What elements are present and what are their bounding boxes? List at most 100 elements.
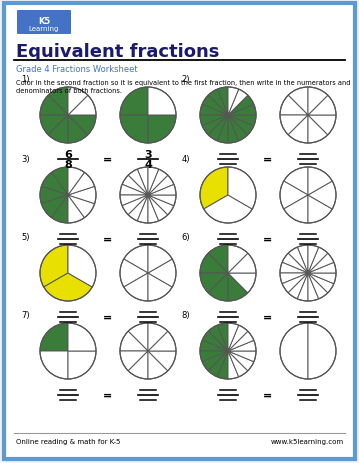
Text: 6): 6) (181, 232, 190, 242)
Text: K5: K5 (38, 17, 50, 25)
Wedge shape (228, 351, 248, 377)
Wedge shape (68, 168, 84, 195)
Text: Online reading & math for K-5: Online reading & math for K-5 (16, 438, 120, 444)
Wedge shape (200, 351, 228, 362)
Wedge shape (148, 116, 176, 144)
Wedge shape (148, 245, 172, 274)
Wedge shape (128, 170, 148, 195)
Wedge shape (44, 274, 92, 301)
Wedge shape (120, 116, 148, 144)
Wedge shape (308, 274, 319, 301)
Wedge shape (308, 248, 328, 274)
Wedge shape (308, 254, 334, 274)
Wedge shape (148, 195, 174, 215)
Wedge shape (202, 96, 228, 116)
Wedge shape (68, 88, 88, 116)
Text: 1): 1) (22, 75, 30, 84)
Wedge shape (308, 195, 332, 224)
Wedge shape (228, 90, 248, 116)
Text: 2): 2) (182, 75, 190, 84)
Wedge shape (48, 88, 68, 116)
Wedge shape (122, 176, 148, 195)
Wedge shape (228, 325, 248, 351)
Wedge shape (68, 116, 96, 136)
Wedge shape (308, 263, 336, 274)
Wedge shape (148, 195, 176, 206)
Text: =: = (264, 155, 272, 165)
Wedge shape (40, 96, 68, 116)
Text: =: = (103, 313, 113, 322)
Wedge shape (308, 116, 336, 136)
Wedge shape (202, 351, 228, 371)
Text: Color in the second fraction so it is equivalent to the first fraction, then wri: Color in the second fraction so it is eq… (16, 80, 350, 94)
Wedge shape (208, 325, 228, 351)
Wedge shape (200, 105, 228, 116)
Wedge shape (280, 263, 308, 274)
Wedge shape (308, 245, 319, 274)
Wedge shape (202, 332, 228, 351)
Wedge shape (228, 88, 239, 116)
Wedge shape (120, 195, 148, 206)
Wedge shape (308, 323, 336, 379)
Wedge shape (68, 195, 95, 218)
Wedge shape (280, 274, 308, 284)
Wedge shape (120, 351, 148, 371)
Text: 5): 5) (22, 232, 30, 242)
Wedge shape (122, 195, 148, 215)
Wedge shape (217, 351, 228, 379)
Wedge shape (120, 185, 148, 195)
Wedge shape (208, 90, 228, 116)
Wedge shape (228, 116, 256, 126)
Wedge shape (284, 195, 308, 224)
Wedge shape (228, 274, 248, 301)
Wedge shape (228, 332, 254, 351)
Wedge shape (228, 323, 239, 351)
Wedge shape (120, 332, 148, 351)
Wedge shape (228, 116, 239, 144)
Text: 4): 4) (182, 155, 190, 163)
FancyBboxPatch shape (17, 11, 71, 35)
Wedge shape (288, 274, 308, 299)
Wedge shape (68, 96, 96, 116)
Text: =: = (103, 390, 113, 400)
Wedge shape (228, 274, 256, 293)
Wedge shape (137, 195, 148, 224)
Wedge shape (228, 116, 254, 136)
Wedge shape (288, 116, 308, 144)
Wedge shape (208, 351, 228, 377)
Wedge shape (68, 173, 95, 195)
Wedge shape (148, 195, 159, 224)
Wedge shape (308, 274, 336, 284)
Wedge shape (128, 351, 148, 379)
Wedge shape (308, 274, 328, 299)
Wedge shape (228, 245, 248, 274)
Text: Equivalent fractions: Equivalent fractions (16, 43, 219, 61)
Wedge shape (308, 96, 336, 116)
Wedge shape (68, 187, 96, 204)
Wedge shape (200, 274, 228, 293)
Wedge shape (120, 88, 148, 116)
Wedge shape (208, 274, 228, 301)
Wedge shape (52, 168, 68, 195)
Wedge shape (280, 96, 308, 116)
Wedge shape (308, 168, 332, 195)
Wedge shape (148, 323, 168, 351)
Text: 4: 4 (144, 160, 152, 170)
Wedge shape (120, 259, 148, 288)
Wedge shape (148, 88, 176, 116)
Wedge shape (40, 351, 68, 379)
Wedge shape (40, 323, 68, 351)
Text: 8: 8 (64, 160, 72, 170)
Wedge shape (228, 168, 256, 210)
Wedge shape (68, 323, 96, 351)
Wedge shape (280, 181, 308, 210)
Wedge shape (204, 195, 252, 224)
Wedge shape (202, 116, 228, 136)
Wedge shape (308, 181, 336, 210)
Text: =: = (103, 155, 113, 165)
Wedge shape (200, 168, 228, 210)
Text: 8): 8) (181, 310, 190, 319)
Wedge shape (52, 195, 68, 224)
Wedge shape (228, 341, 256, 351)
Wedge shape (148, 351, 176, 371)
